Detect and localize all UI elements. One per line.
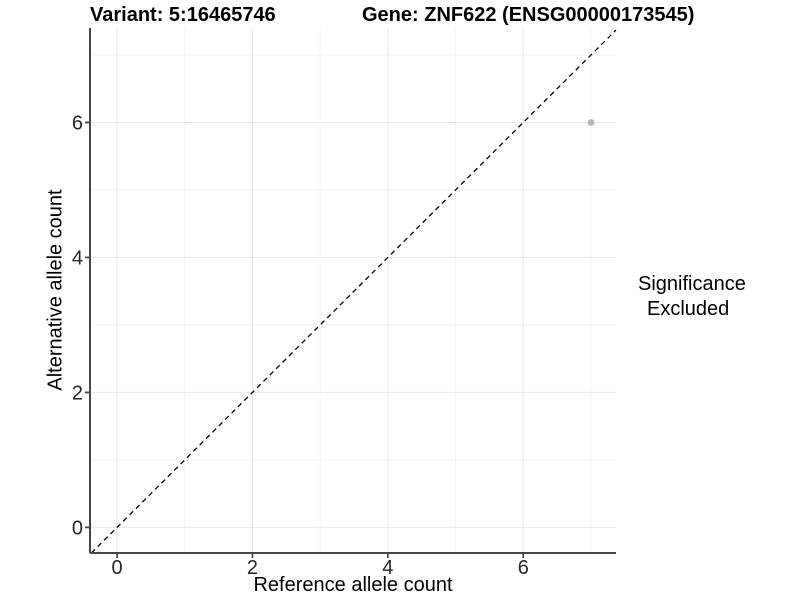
x-tick-label: 4 bbox=[382, 557, 393, 579]
y-tick-label: 2 bbox=[72, 382, 83, 404]
identity-reference-line bbox=[90, 29, 617, 554]
legend-item-excluded: Excluded bbox=[635, 299, 743, 320]
y-tick-label: 0 bbox=[72, 517, 83, 539]
x-tick-label: 0 bbox=[112, 557, 123, 579]
x-axis-title: Reference allele count bbox=[253, 574, 453, 596]
data-point bbox=[587, 119, 595, 126]
x-tick-label: 2 bbox=[247, 557, 258, 579]
y-axis-title: Alternative allele count bbox=[44, 189, 67, 391]
y-tick-label: 4 bbox=[72, 247, 83, 269]
legend-point-icon bbox=[635, 306, 642, 313]
legend-title: Significance bbox=[638, 273, 746, 295]
y-tick-label: 6 bbox=[72, 112, 83, 134]
gene-title: Gene: ZNF622 (ENSG00000173545) bbox=[362, 4, 695, 26]
legend-item-label: Excluded bbox=[647, 298, 730, 320]
legend: Significance Excluded bbox=[638, 274, 746, 320]
variant-title: Variant: 5:16465746 bbox=[90, 4, 276, 26]
x-tick-label: 6 bbox=[518, 557, 529, 579]
